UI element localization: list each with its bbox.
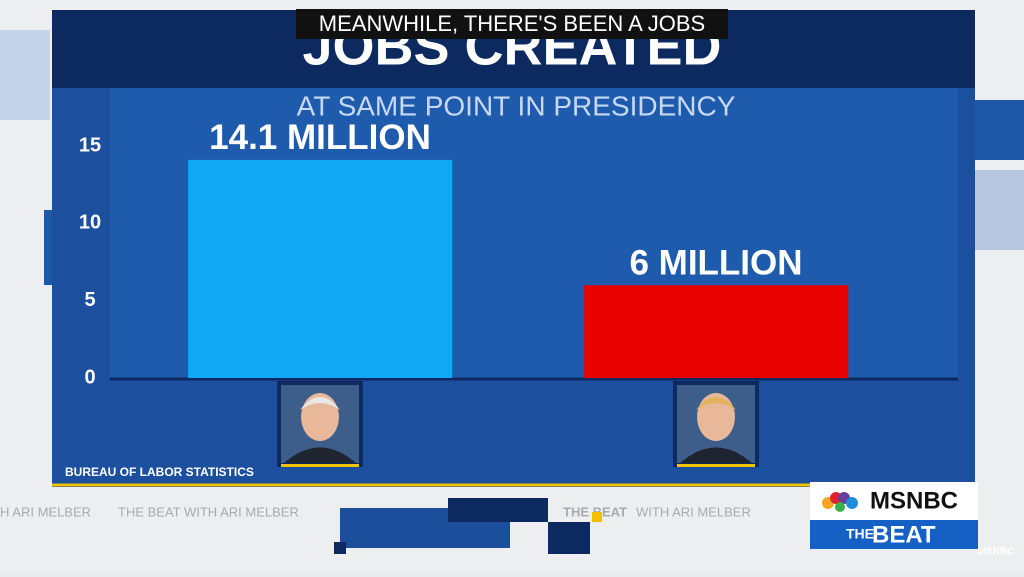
bar xyxy=(584,285,849,378)
portrait-suit xyxy=(284,447,356,463)
decor xyxy=(975,170,1024,250)
ticker: WITH ARI MELBER xyxy=(636,504,751,519)
source: BUREAU OF LABOR STATISTICS xyxy=(65,465,254,479)
y-tick-label: 5 xyxy=(84,289,95,311)
peacock xyxy=(822,492,858,512)
chart-subtitle: AT SAME POINT IN PRESIDENCY xyxy=(297,90,736,121)
show-name: BEAT xyxy=(872,521,936,548)
ticker: THE BEAT WITH ARI MELBER xyxy=(118,504,299,519)
portrait-hair xyxy=(696,397,736,410)
y-tick-label: 10 xyxy=(79,212,101,234)
ticker: H ARI MELBER xyxy=(0,504,91,519)
decor xyxy=(592,512,602,522)
portrait-face xyxy=(697,393,735,441)
portrait xyxy=(277,381,363,467)
y-tick-label: 0 xyxy=(84,366,95,388)
portrait-line xyxy=(677,464,755,467)
portrait-line xyxy=(281,464,359,467)
caption-box xyxy=(296,9,728,39)
show-prefix: THE xyxy=(846,526,874,542)
value-label: 6 MILLION xyxy=(629,243,802,282)
value-label: 14.1 MILLION xyxy=(209,118,431,157)
decor xyxy=(0,30,50,120)
ticker: THE BEAT xyxy=(563,504,627,519)
decor xyxy=(448,498,548,522)
portrait-suit xyxy=(680,447,752,463)
caption: MEANWHILE, THERE'S BEEN A JOBS xyxy=(319,11,705,36)
corner-bug: MSNBC xyxy=(978,547,1015,558)
decor xyxy=(334,542,346,554)
portrait-face xyxy=(301,393,339,441)
y-tick-label: 15 xyxy=(79,134,101,156)
portrait xyxy=(673,381,759,467)
decor xyxy=(548,522,590,554)
portrait-hair xyxy=(300,397,340,410)
bar xyxy=(188,159,453,378)
network-logo: MSNBC xyxy=(870,487,958,514)
decor xyxy=(975,100,1024,160)
show-box xyxy=(810,520,978,549)
